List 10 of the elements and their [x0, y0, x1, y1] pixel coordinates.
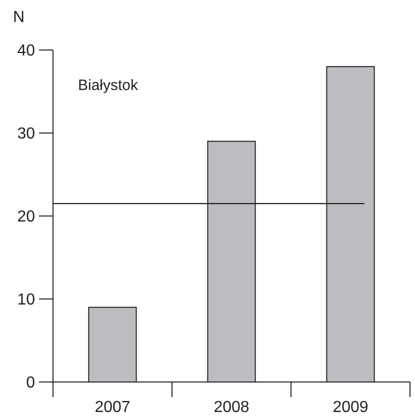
x-tick-label: 2009	[332, 399, 368, 416]
y-tick-label: 40	[17, 42, 36, 60]
x-tick-label: 2008	[214, 399, 250, 416]
x-tick-label: 2007	[94, 399, 130, 416]
y-tick-label: 0	[26, 374, 36, 392]
y-axis-title: N	[13, 9, 25, 26]
annotation: Białystok	[78, 77, 139, 94]
y-tick-label: 30	[17, 126, 36, 143]
y-tick-label: 10	[17, 292, 36, 309]
y-tick-label: 20	[17, 208, 36, 226]
